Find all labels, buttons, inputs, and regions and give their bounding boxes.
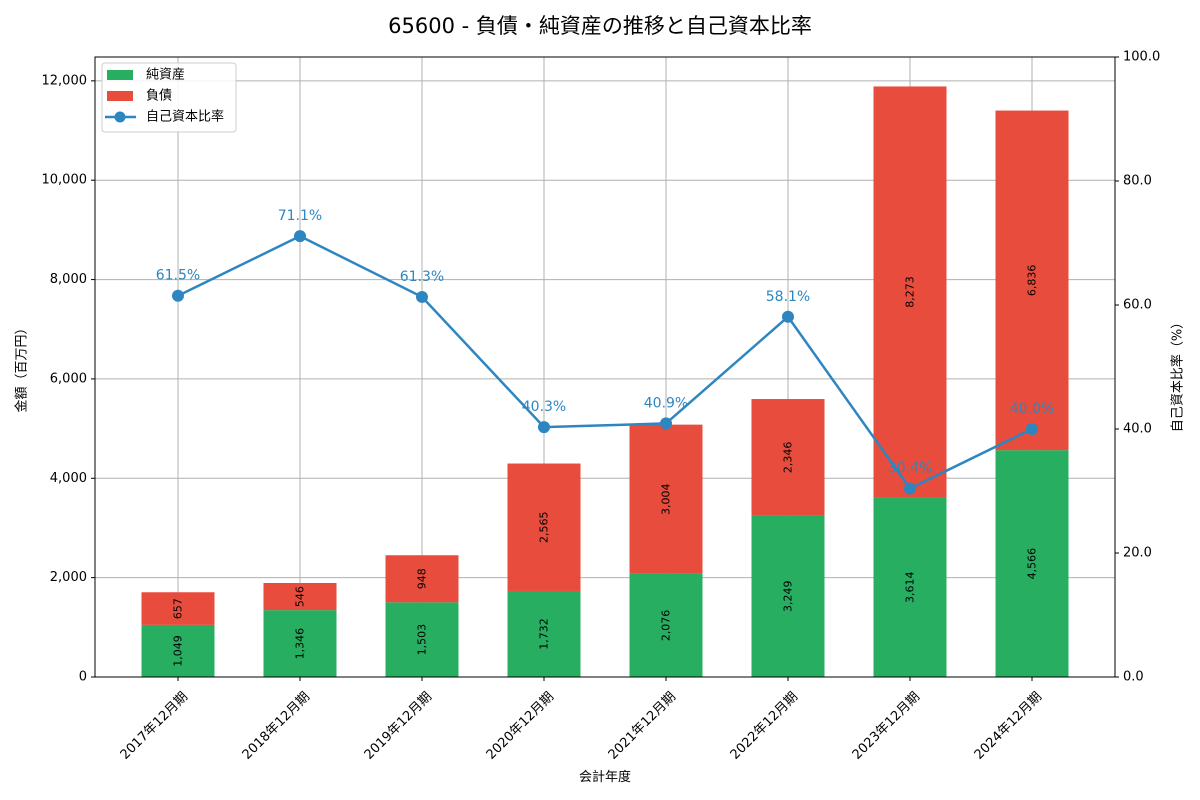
ratio-value-label: 30.4% xyxy=(888,461,932,477)
bar-value-label: 1,503 xyxy=(416,624,429,656)
legend-label: 自己資本比率 xyxy=(146,109,224,125)
bar-value-label: 3,004 xyxy=(660,483,673,515)
legend-swatch-net-assets xyxy=(107,70,133,80)
plot-frame xyxy=(94,56,1116,678)
legend-label: 負債 xyxy=(146,89,172,104)
y2-tick-label: 0.0 xyxy=(1123,670,1144,685)
y2-tick-label: 40.0 xyxy=(1123,422,1152,437)
bar-net-assets xyxy=(751,515,825,677)
ratio-marker xyxy=(538,421,550,434)
ratio-value-label: 40.9% xyxy=(644,395,688,411)
ratio-value-label: 61.5% xyxy=(156,268,200,284)
bar-liabilities xyxy=(385,555,459,603)
bar-value-label: 948 xyxy=(416,568,429,589)
bar-liabilities xyxy=(995,110,1069,451)
bar-value-label: 657 xyxy=(172,598,185,619)
ratio-marker xyxy=(294,230,306,243)
ratio-marker xyxy=(416,290,428,303)
bar-value-label: 3,614 xyxy=(904,571,917,603)
y2-tick-label: 60.0 xyxy=(1123,298,1152,313)
y-tick-label: 6,000 xyxy=(50,371,87,386)
bar-liabilities xyxy=(751,399,825,516)
ratio-value-label: 58.1% xyxy=(766,289,810,305)
y-tick-label: 12,000 xyxy=(42,73,88,88)
y-tick-label: 8,000 xyxy=(50,272,87,287)
bar-net-assets xyxy=(507,590,581,677)
ratio-line xyxy=(177,234,1033,491)
bar-value-label: 6,836 xyxy=(1026,265,1039,297)
bar-liabilities xyxy=(141,592,215,625)
ratio-marker xyxy=(1026,423,1038,435)
bar-value-label: 2,565 xyxy=(538,511,551,543)
bar-value-label: 1,346 xyxy=(294,628,307,660)
bar-value-label: 2,076 xyxy=(660,610,673,642)
x-tick-label: 2017年12月期 xyxy=(118,689,191,762)
bar-value-label: 3,249 xyxy=(782,581,795,613)
bar-net-assets xyxy=(995,450,1069,677)
y-axis-label: 金額（百万円） xyxy=(14,321,30,412)
legend-box xyxy=(101,62,237,133)
chart-title: 65600 - 負債・純資産の推移と自己資本比率 xyxy=(388,14,812,38)
y-tick-label: 4,000 xyxy=(50,471,87,486)
bar-value-label: 1,732 xyxy=(538,618,551,650)
x-tick-label: 2024年12月期 xyxy=(972,689,1045,762)
bar-liabilities xyxy=(629,424,703,574)
ratio-marker xyxy=(172,289,184,302)
bar-value-label: 2,346 xyxy=(782,442,795,474)
bar-net-assets xyxy=(385,602,459,677)
ratio-marker xyxy=(904,482,916,495)
x-tick-label: 2022年12月期 xyxy=(728,689,801,762)
y2-tick-label: 80.0 xyxy=(1123,174,1152,189)
y2-tick-label: 100.0 xyxy=(1123,50,1160,65)
bar-net-assets xyxy=(873,497,947,677)
bar-net-assets xyxy=(629,573,703,677)
bar-value-label: 8,273 xyxy=(904,276,917,308)
y-tick-label: 0 xyxy=(79,670,87,685)
ratio-value-label: 40.0% xyxy=(1010,401,1054,417)
y2-axis-label: 自己資本比率（%） xyxy=(1170,316,1186,432)
x-tick-label: 2023年12月期 xyxy=(850,689,923,762)
ratio-marker xyxy=(660,417,672,430)
legend-label: 純資産 xyxy=(146,67,185,83)
ratio-marker xyxy=(782,310,794,323)
y-tick-label: 10,000 xyxy=(42,173,88,188)
y-tick-label: 2,000 xyxy=(50,570,87,585)
x-tick-label: 2018年12月期 xyxy=(240,689,313,762)
bar-liabilities xyxy=(873,86,947,498)
bar-value-label: 4,566 xyxy=(1026,548,1039,580)
bar-value-label: 1,049 xyxy=(172,635,185,667)
bar-net-assets xyxy=(263,610,337,677)
x-tick-label: 2019年12月期 xyxy=(362,689,435,762)
y2-tick-label: 20.0 xyxy=(1123,546,1152,561)
ratio-value-label: 40.3% xyxy=(522,399,566,415)
ratio-value-label: 71.1% xyxy=(278,208,322,224)
x-axis-label: 会計年度 xyxy=(579,769,631,785)
legend-swatch-liabilities xyxy=(107,91,133,101)
bar-net-assets xyxy=(141,624,215,677)
bar-liabilities xyxy=(507,463,581,591)
bar-value-label: 546 xyxy=(294,586,307,607)
bar-liabilities xyxy=(263,583,337,611)
x-tick-label: 2020年12月期 xyxy=(484,689,557,762)
x-tick-label: 2021年12月期 xyxy=(606,689,679,762)
ratio-value-label: 61.3% xyxy=(400,269,444,285)
legend-marker-ratio xyxy=(114,111,126,123)
